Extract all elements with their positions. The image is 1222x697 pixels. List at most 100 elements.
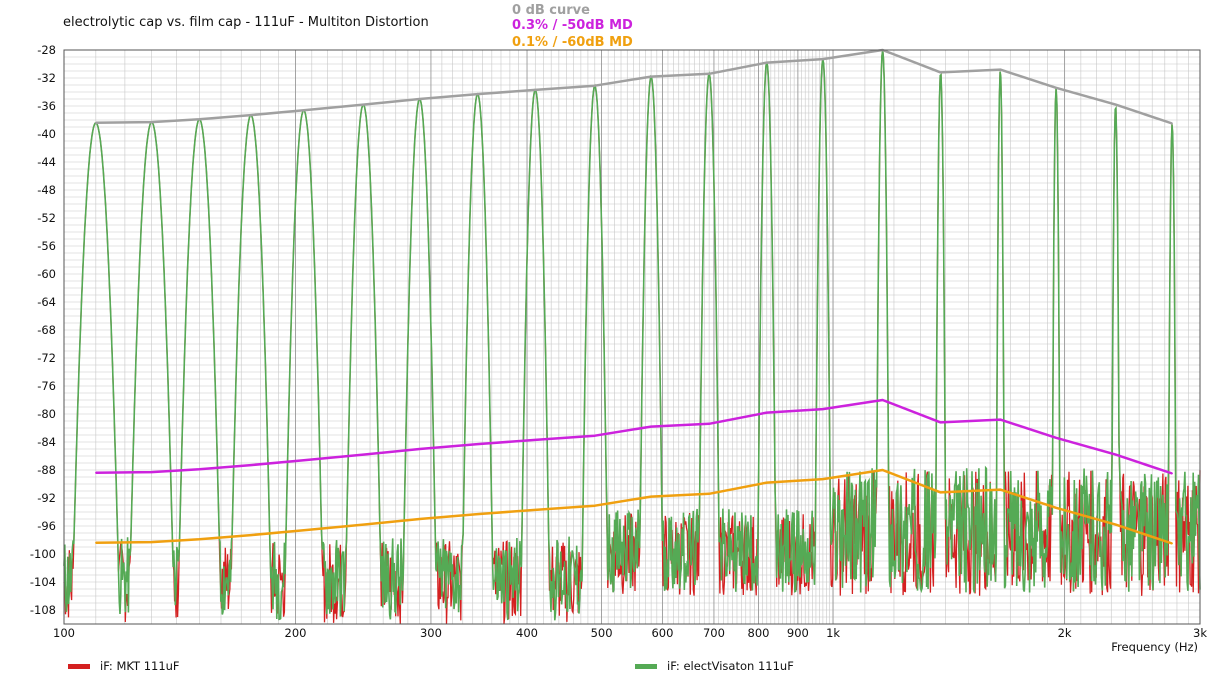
chart-title: electrolytic cap vs. film cap - 111uF - … bbox=[63, 15, 429, 30]
series-point bbox=[1171, 122, 1173, 125]
series-point bbox=[418, 448, 421, 450]
series-point bbox=[765, 61, 768, 64]
series-point bbox=[418, 518, 421, 520]
series-point bbox=[1114, 103, 1117, 106]
axis-ticks: -28 -32 -36 -40 -44 -48 -52 -56 -60 -64 -68 -72 -76 -… bbox=[30, 43, 1207, 640]
y-tick-label: -60 bbox=[37, 267, 56, 281]
plot-frame bbox=[63, 49, 1201, 625]
series-point bbox=[1114, 523, 1117, 526]
series-point bbox=[150, 471, 153, 473]
series-point bbox=[822, 58, 824, 60]
x-tick-label: 800 bbox=[748, 626, 770, 640]
series-point bbox=[708, 423, 710, 425]
x-tick-label: 600 bbox=[651, 626, 673, 640]
y-tick-label: -28 bbox=[37, 43, 56, 57]
y-tick-label: -84 bbox=[37, 435, 56, 449]
series-point bbox=[708, 493, 710, 495]
series-point bbox=[999, 418, 1002, 421]
y-tick-label: -80 bbox=[37, 407, 56, 421]
y-tick-label: -52 bbox=[37, 211, 56, 225]
series-point bbox=[1171, 542, 1173, 545]
y-tick-label: -88 bbox=[37, 463, 56, 477]
series-point bbox=[302, 109, 305, 111]
y-tick-label: -100 bbox=[30, 547, 56, 561]
series-point bbox=[1171, 472, 1173, 475]
series-point bbox=[362, 453, 365, 456]
series-point bbox=[250, 114, 252, 116]
series-point bbox=[765, 411, 768, 414]
series-point bbox=[765, 481, 768, 484]
series-line-2 bbox=[95, 468, 1173, 545]
series-line-0 bbox=[95, 48, 1173, 125]
y-tick-label: -92 bbox=[37, 491, 56, 505]
y-tick-label: -96 bbox=[37, 519, 56, 533]
series-point bbox=[534, 439, 537, 441]
series-point bbox=[95, 472, 97, 474]
series-point bbox=[476, 443, 479, 445]
y-tick-label: -104 bbox=[30, 575, 56, 589]
y-tick-label: -108 bbox=[30, 603, 56, 617]
series-point bbox=[250, 534, 252, 536]
series-point bbox=[1055, 87, 1057, 89]
x-tick-label: 200 bbox=[285, 626, 307, 640]
legend-electvisaton: iF: electVisaton 111uF bbox=[667, 659, 794, 673]
series-point bbox=[939, 421, 942, 424]
legend-mkt: iF: MKT 111uF bbox=[100, 659, 180, 673]
y-tick-label: -44 bbox=[37, 155, 56, 169]
series-point bbox=[250, 464, 252, 466]
series-point bbox=[881, 469, 884, 471]
series-point bbox=[708, 73, 710, 75]
x-tick-label: 1k bbox=[826, 626, 840, 640]
series-point bbox=[302, 459, 305, 462]
series-point bbox=[198, 118, 201, 121]
series-point bbox=[1055, 507, 1057, 509]
x-tick-label: 300 bbox=[420, 626, 442, 640]
x-tick-label: 900 bbox=[787, 626, 809, 640]
series-point bbox=[476, 513, 479, 515]
series-point bbox=[95, 542, 97, 544]
y-tick-label: -48 bbox=[37, 183, 56, 197]
series-point bbox=[999, 488, 1002, 491]
x-tick-label: 500 bbox=[591, 626, 613, 640]
series-point bbox=[822, 408, 824, 410]
legend-swatch-electvisaton bbox=[635, 664, 657, 669]
series-point bbox=[362, 103, 365, 106]
series-point bbox=[302, 529, 305, 531]
series-point bbox=[1114, 453, 1117, 456]
legend-swatch-mkt bbox=[68, 664, 90, 669]
series-point bbox=[939, 491, 942, 494]
legend-50db-md: 0.3% / -50dB MD bbox=[512, 18, 633, 33]
x-tick-label: 2k bbox=[1058, 626, 1072, 640]
series-point bbox=[881, 399, 884, 401]
x-tick-label: 400 bbox=[516, 626, 538, 640]
y-tick-label: -72 bbox=[37, 351, 56, 365]
legend-0db-curve: 0 dB curve bbox=[512, 3, 590, 18]
series-line-1 bbox=[95, 398, 1173, 475]
y-tick-label: -40 bbox=[37, 127, 56, 141]
y-tick-label: -56 bbox=[37, 239, 56, 253]
series-point bbox=[150, 541, 153, 543]
y-tick-label: -76 bbox=[37, 379, 56, 393]
trace-electvisaton bbox=[63, 49, 1201, 621]
x-tick-label: 3k bbox=[1193, 626, 1207, 640]
x-axis-label: Frequency (Hz) bbox=[1111, 640, 1198, 654]
y-tick-label: -36 bbox=[37, 99, 56, 113]
series-point bbox=[1055, 437, 1057, 439]
series-point bbox=[822, 478, 824, 480]
y-tick-label: -64 bbox=[37, 295, 56, 309]
series-point bbox=[594, 434, 596, 437]
series-point bbox=[534, 89, 537, 91]
series-point bbox=[362, 523, 365, 526]
legend-60db-md: 0.1% / -60dB MD bbox=[512, 35, 633, 50]
series-point bbox=[476, 93, 479, 95]
series-point bbox=[999, 68, 1002, 71]
series-point bbox=[650, 495, 652, 498]
series-point bbox=[650, 75, 652, 78]
x-tick-label: 100 bbox=[53, 626, 75, 640]
series-point bbox=[594, 504, 596, 507]
x-tick-label: 700 bbox=[703, 626, 725, 640]
y-tick-label: -68 bbox=[37, 323, 56, 337]
plot-area bbox=[63, 48, 1201, 624]
series-point bbox=[95, 122, 97, 124]
